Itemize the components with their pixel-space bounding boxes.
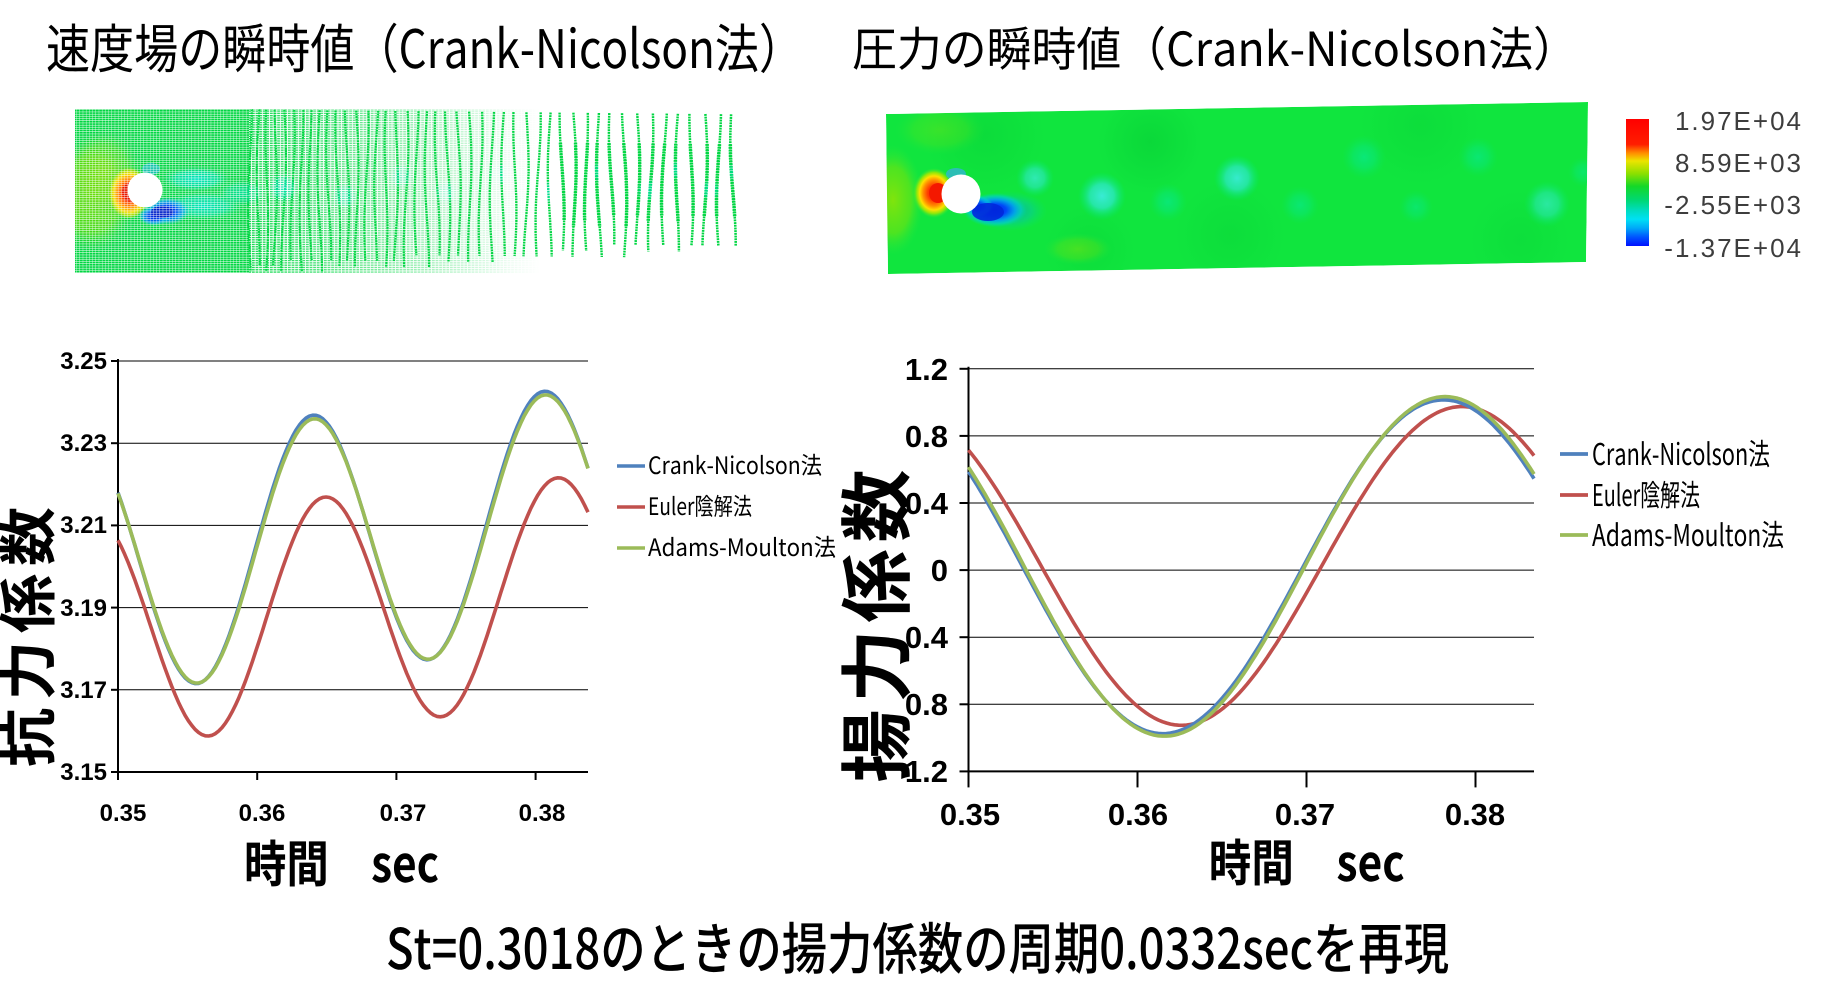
svg-text:1.97E+04: 1.97E+04 bbox=[1675, 106, 1803, 136]
svg-text:3.19: 3.19 bbox=[60, 595, 107, 622]
svg-text:3.23: 3.23 bbox=[60, 430, 107, 457]
svg-text:1.2: 1.2 bbox=[905, 352, 948, 387]
svg-text:3.21: 3.21 bbox=[60, 512, 107, 539]
svg-text:0.8: 0.8 bbox=[905, 419, 948, 454]
svg-text:3.15: 3.15 bbox=[60, 759, 107, 786]
svg-text:0.36: 0.36 bbox=[239, 800, 286, 827]
svg-text:0.4: 0.4 bbox=[905, 486, 949, 521]
svg-text:3.17: 3.17 bbox=[60, 677, 107, 704]
svg-text:0.35: 0.35 bbox=[940, 797, 1000, 832]
svg-text:0.38: 0.38 bbox=[519, 800, 566, 827]
svg-text:0: 0 bbox=[931, 553, 948, 588]
svg-text:0.37: 0.37 bbox=[1275, 797, 1335, 832]
svg-text:0.8: 0.8 bbox=[905, 687, 948, 722]
svg-text:-2.55E+03: -2.55E+03 bbox=[1664, 190, 1803, 220]
svg-text:-1.37E+04: -1.37E+04 bbox=[1664, 233, 1803, 263]
svg-text:3.25: 3.25 bbox=[60, 348, 107, 375]
svg-text:1.2: 1.2 bbox=[905, 754, 948, 789]
svg-text:0.38: 0.38 bbox=[1445, 797, 1505, 832]
svg-text:0.35: 0.35 bbox=[100, 800, 147, 827]
svg-text:0.4: 0.4 bbox=[905, 620, 949, 655]
svg-text:8.59E+03: 8.59E+03 bbox=[1675, 148, 1803, 178]
svg-text:0.36: 0.36 bbox=[1108, 797, 1168, 832]
svg-text:0.37: 0.37 bbox=[380, 800, 427, 827]
